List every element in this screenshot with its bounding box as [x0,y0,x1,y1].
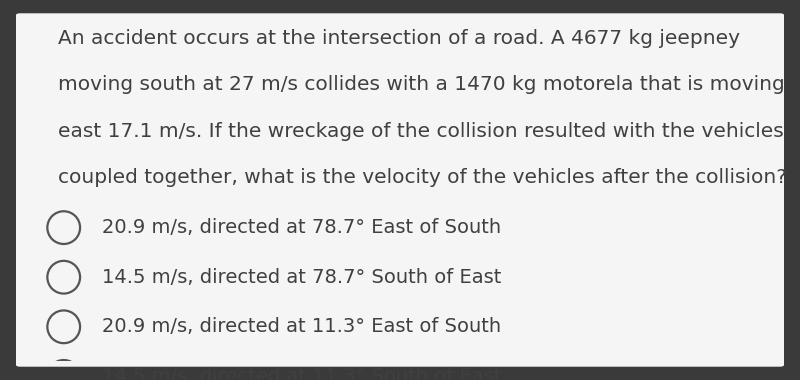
Text: moving south at 27 m/s collides with a 1470 kg motorela that is moving: moving south at 27 m/s collides with a 1… [58,75,785,95]
Text: east 17.1 m/s. If the wreckage of the collision resulted with the vehicles: east 17.1 m/s. If the wreckage of the co… [58,122,783,141]
Text: 14.5 m/s, directed at 11.3° South of East: 14.5 m/s, directed at 11.3° South of Eas… [102,367,502,380]
Text: An accident occurs at the intersection of a road. A 4677 kg jeepney: An accident occurs at the intersection o… [58,29,740,48]
Text: 14.5 m/s, directed at 78.7° South of East: 14.5 m/s, directed at 78.7° South of Eas… [102,268,502,287]
Text: coupled together, what is the velocity of the vehicles after the collision?: coupled together, what is the velocity o… [58,168,786,187]
Text: 20.9 m/s, directed at 11.3° East of South: 20.9 m/s, directed at 11.3° East of Sout… [102,317,502,336]
Text: 20.9 m/s, directed at 78.7° East of South: 20.9 m/s, directed at 78.7° East of Sout… [102,218,502,237]
